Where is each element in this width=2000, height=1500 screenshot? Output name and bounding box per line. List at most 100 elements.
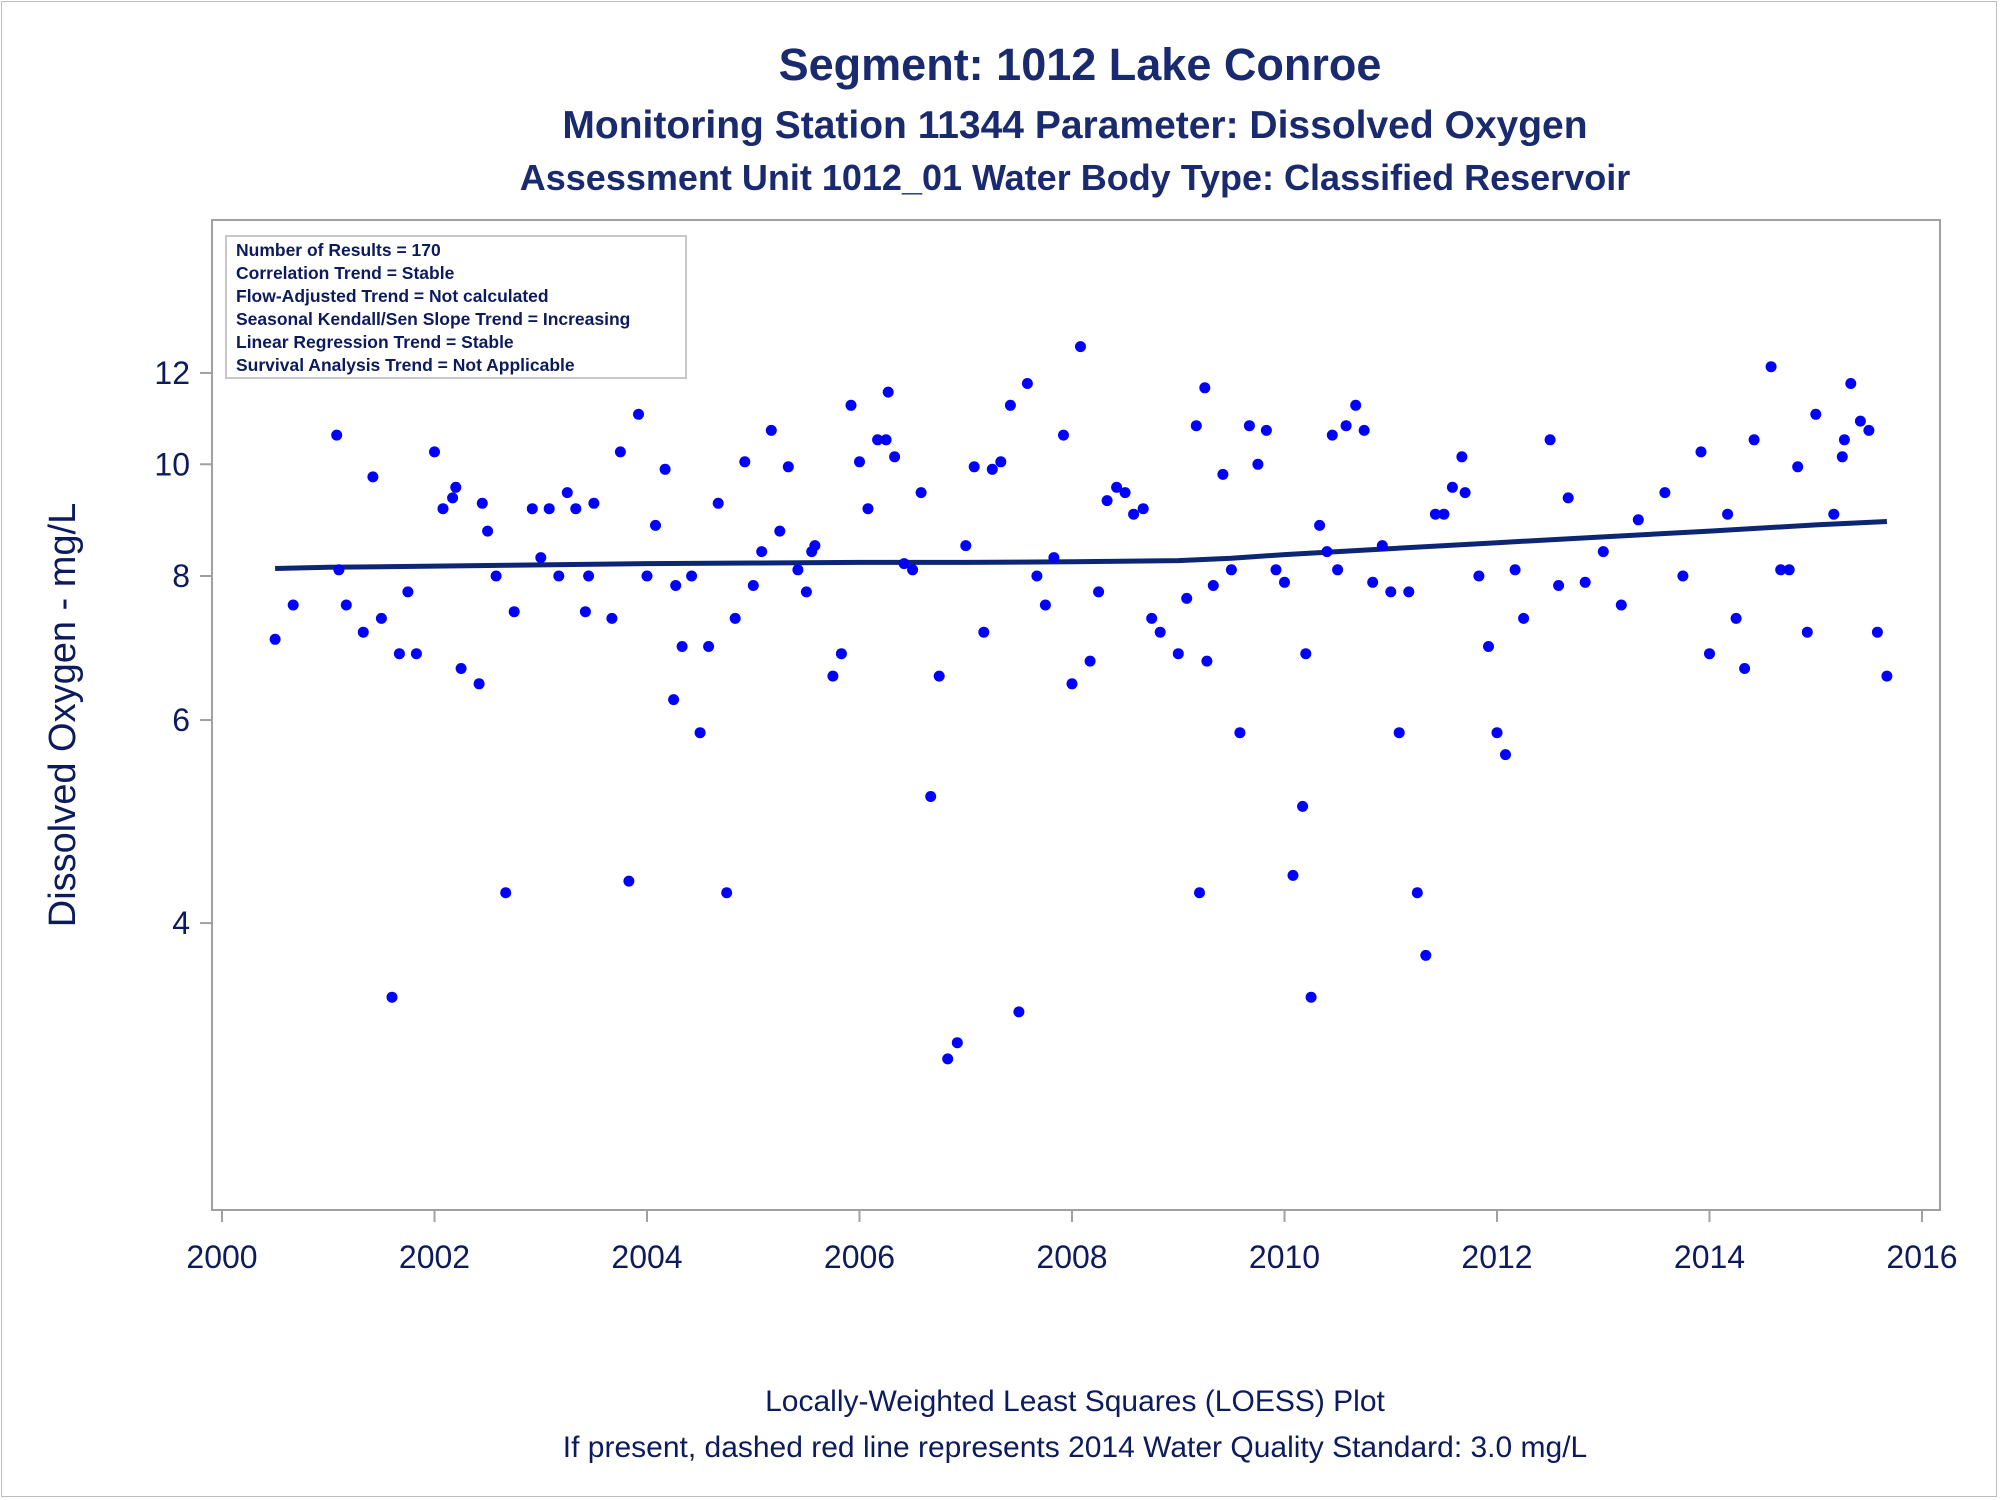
y-tick-label: 12 (154, 355, 190, 391)
data-point (1765, 361, 1777, 373)
x-tick-label: 2010 (1249, 1239, 1320, 1275)
data-point (1252, 458, 1264, 470)
data-point (703, 641, 715, 652)
chart-subtitle: Monitoring Station 11344 Parameter: Diss… (562, 104, 1587, 147)
data-point (1270, 564, 1282, 576)
statistics-inset: Number of Results = 170 Correlation Tren… (225, 235, 687, 379)
data-point (809, 540, 821, 552)
data-point (287, 599, 299, 611)
data-point (686, 570, 698, 582)
inset-line-results: Number of Results = 170 (236, 240, 441, 260)
data-point (1871, 626, 1883, 638)
data-point (331, 429, 343, 441)
x-tick-label: 2000 (186, 1239, 257, 1275)
data-point (721, 887, 733, 899)
data-point (1321, 546, 1333, 558)
data-point (437, 503, 449, 515)
data-point (676, 641, 688, 652)
data-point (1659, 487, 1671, 499)
data-point (925, 791, 937, 802)
data-point (1300, 648, 1312, 660)
points-layer (269, 341, 1893, 1065)
x-tick-label: 2008 (1036, 1239, 1107, 1275)
data-point (333, 564, 345, 576)
data-point (1279, 576, 1290, 588)
data-point (1217, 468, 1229, 480)
data-point (845, 399, 857, 411)
data-point (765, 424, 777, 436)
data-point (535, 552, 547, 564)
data-point (782, 461, 794, 473)
data-point (756, 546, 768, 558)
data-point (915, 487, 927, 499)
data-point (1792, 461, 1804, 473)
data-point (1326, 429, 1338, 441)
data-point (1314, 519, 1326, 531)
data-point (774, 525, 786, 537)
data-point (1632, 514, 1644, 526)
data-point (1199, 382, 1211, 394)
data-point (880, 434, 892, 446)
data-point (1305, 991, 1317, 1003)
data-point (1429, 508, 1441, 520)
data-point (1838, 434, 1850, 446)
data-point (1367, 576, 1379, 588)
data-point (800, 586, 812, 598)
data-point (543, 503, 555, 515)
inset-line-seasonal-kendall: Seasonal Kendall/Sen Slope Trend = Incre… (236, 309, 630, 329)
x-axis: 2000 2002 2004 2006 2008 2010 2012 2014 2016 (186, 1210, 1958, 1275)
data-point (1039, 599, 1051, 611)
data-point (614, 446, 626, 458)
inset-line-survival: Survival Analysis Trend = Not Applicable (236, 355, 575, 375)
data-point (1836, 451, 1848, 463)
data-point (1473, 570, 1485, 582)
data-point (269, 633, 281, 645)
data-point (668, 694, 680, 706)
data-point (1783, 564, 1795, 576)
data-point (473, 678, 485, 690)
data-point (1350, 399, 1362, 411)
data-point (995, 456, 1007, 468)
y-tick-label: 8 (172, 558, 190, 594)
data-point (1201, 655, 1213, 667)
data-point (1881, 670, 1893, 682)
data-point (1075, 341, 1086, 353)
data-point (526, 503, 538, 515)
data-point (1730, 612, 1742, 624)
data-point (1194, 887, 1205, 899)
data-point (1456, 451, 1468, 463)
data-point (450, 481, 462, 493)
chart-subtitle-2: Assessment Unit 1012_01 Water Body Type:… (520, 157, 1630, 198)
plot-area-border (211, 219, 1941, 1211)
data-point (375, 612, 387, 624)
data-point (1234, 727, 1246, 739)
data-point (447, 492, 459, 504)
data-point (1403, 586, 1415, 598)
data-point (1483, 641, 1494, 652)
data-point (402, 586, 414, 598)
y-tick-label: 10 (154, 446, 190, 482)
data-point (1297, 800, 1309, 812)
statistics-inset-box (225, 235, 687, 379)
x-tick-label: 2002 (399, 1239, 470, 1275)
data-point (340, 599, 352, 611)
data-point (694, 727, 706, 739)
data-point (386, 991, 398, 1003)
data-point (792, 564, 804, 576)
data-point (553, 570, 565, 582)
inset-line-linear-regression: Linear Regression Trend = Stable (236, 332, 514, 352)
data-point (1376, 540, 1388, 552)
data-point (455, 663, 467, 674)
data-point (854, 456, 865, 468)
data-point (1420, 949, 1432, 961)
data-point (862, 503, 874, 515)
inset-line-correlation: Correlation Trend = Stable (236, 263, 455, 283)
data-point (1500, 749, 1511, 761)
loess-layer (275, 519, 1888, 571)
data-point (960, 540, 972, 552)
x-tick-label: 2004 (611, 1239, 682, 1275)
data-point (1137, 503, 1149, 515)
data-point (1146, 612, 1158, 624)
